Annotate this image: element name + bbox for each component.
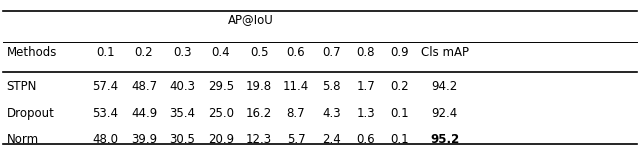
Text: 0.6: 0.6	[287, 46, 305, 59]
Text: 0.8: 0.8	[356, 46, 375, 59]
Text: 5.8: 5.8	[322, 81, 340, 93]
Text: 16.2: 16.2	[246, 107, 273, 120]
Text: Methods: Methods	[6, 46, 57, 59]
Text: STPN: STPN	[6, 81, 36, 93]
Text: 20.9: 20.9	[208, 133, 234, 146]
Text: 29.5: 29.5	[208, 81, 234, 93]
Text: Cls mAP: Cls mAP	[421, 46, 469, 59]
Text: 12.3: 12.3	[246, 133, 272, 146]
Text: 48.7: 48.7	[131, 81, 157, 93]
Text: 40.3: 40.3	[170, 81, 195, 93]
Text: Dropout: Dropout	[6, 107, 54, 120]
Text: 0.9: 0.9	[390, 46, 409, 59]
Text: 0.2: 0.2	[390, 81, 409, 93]
Text: 0.4: 0.4	[211, 46, 230, 59]
Text: 57.4: 57.4	[93, 81, 118, 93]
Text: 92.4: 92.4	[431, 107, 458, 120]
Text: 95.2: 95.2	[430, 133, 460, 146]
Text: 30.5: 30.5	[170, 133, 195, 146]
Text: 39.9: 39.9	[131, 133, 157, 146]
Text: 5.7: 5.7	[287, 133, 305, 146]
Text: 0.7: 0.7	[322, 46, 340, 59]
Text: 94.2: 94.2	[431, 81, 458, 93]
Text: 0.1: 0.1	[390, 107, 409, 120]
Text: Norm: Norm	[6, 133, 38, 146]
Text: 1.3: 1.3	[356, 107, 375, 120]
Text: 19.8: 19.8	[246, 81, 272, 93]
Text: 11.4: 11.4	[283, 81, 309, 93]
Text: 0.1: 0.1	[96, 46, 115, 59]
Text: 48.0: 48.0	[93, 133, 118, 146]
Text: 8.7: 8.7	[287, 107, 305, 120]
Text: AP@IoU: AP@IoU	[228, 13, 274, 26]
Text: 0.2: 0.2	[134, 46, 154, 59]
Text: 25.0: 25.0	[208, 107, 234, 120]
Text: 0.3: 0.3	[173, 46, 191, 59]
Text: 35.4: 35.4	[170, 107, 195, 120]
Text: 2.4: 2.4	[322, 133, 340, 146]
Text: 0.6: 0.6	[356, 133, 375, 146]
Text: 0.5: 0.5	[250, 46, 268, 59]
Text: 4.3: 4.3	[322, 107, 340, 120]
Text: 0.1: 0.1	[390, 133, 409, 146]
Text: 44.9: 44.9	[131, 107, 157, 120]
Text: 1.7: 1.7	[356, 81, 375, 93]
Text: 53.4: 53.4	[93, 107, 118, 120]
